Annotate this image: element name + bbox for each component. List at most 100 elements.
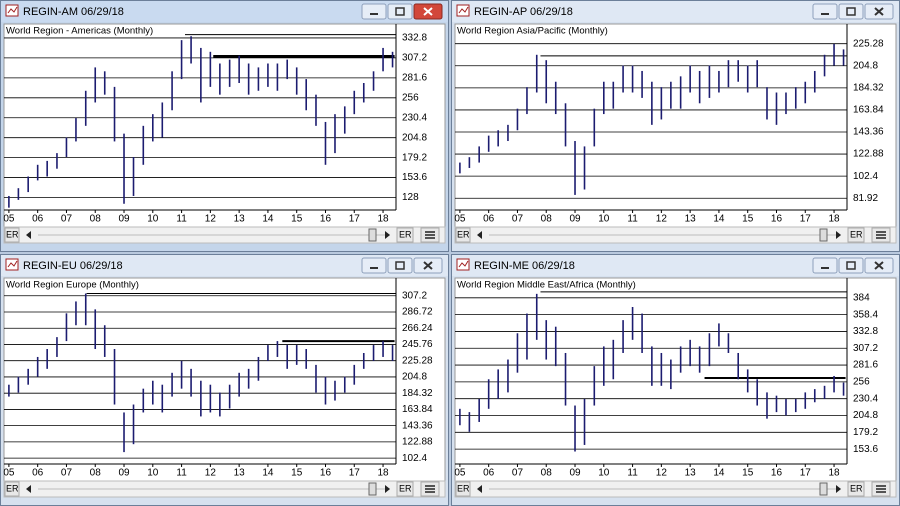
x-tick-label: 16 bbox=[320, 468, 332, 479]
chart-area bbox=[3, 277, 446, 482]
window: REGIN-AM 06/29/18 128 153.6 179.2 204.8 230.4… bbox=[0, 0, 449, 252]
scroll-thumb[interactable] bbox=[368, 228, 377, 242]
maximize-button[interactable] bbox=[387, 3, 413, 20]
window: REGIN-AP 06/29/18 81.92 102.4 122.88 143.36 1… bbox=[451, 0, 900, 252]
y-tick-label: 128 bbox=[402, 192, 419, 203]
scroll-label: ER bbox=[6, 229, 19, 239]
menu-button[interactable] bbox=[420, 481, 440, 497]
x-tick-label: 05 bbox=[3, 468, 15, 479]
close-button[interactable] bbox=[864, 3, 894, 20]
scroll-label: ER bbox=[399, 229, 412, 239]
maximize-button[interactable] bbox=[838, 3, 864, 20]
x-tick-label: 07 bbox=[512, 214, 524, 225]
chart-subtitle: World Region Asia/Pacific (Monthly) bbox=[457, 26, 608, 37]
scroll-label: ER bbox=[457, 229, 470, 239]
minimize-button[interactable] bbox=[812, 3, 838, 20]
title-bar bbox=[452, 1, 899, 22]
close-glyph bbox=[423, 7, 433, 16]
window-title: REGIN-AP 06/29/18 bbox=[474, 6, 573, 18]
y-tick-label: 204.8 bbox=[402, 372, 427, 383]
y-tick-label: 332.8 bbox=[402, 33, 427, 44]
minimize-button-face bbox=[812, 3, 838, 20]
x-tick-label: 09 bbox=[569, 468, 581, 479]
close-button[interactable] bbox=[413, 3, 443, 20]
x-tick-label: 13 bbox=[685, 214, 697, 225]
x-tick-label: 18 bbox=[377, 468, 389, 479]
minimize-glyph bbox=[821, 267, 829, 269]
er-face bbox=[396, 227, 414, 243]
x-tick-label: 17 bbox=[349, 468, 361, 479]
y-tick-label: 307.2 bbox=[853, 343, 878, 354]
minimize-button[interactable] bbox=[361, 3, 387, 20]
scroll-start-button[interactable]: ER bbox=[455, 481, 471, 497]
y-tick-label: 307.2 bbox=[402, 53, 427, 64]
y-tick-label: 122.88 bbox=[853, 149, 884, 160]
y-tick-label: 204.8 bbox=[853, 410, 878, 421]
scroll-start-button[interactable]: ER bbox=[4, 227, 20, 243]
y-tick-label: 230.4 bbox=[853, 393, 878, 404]
x-tick-label: 14 bbox=[713, 214, 725, 225]
x-tick-label: 12 bbox=[656, 214, 668, 225]
scroll-right-arrow[interactable] bbox=[836, 485, 841, 493]
scroll-end-button[interactable]: ER bbox=[847, 227, 865, 243]
maximize-button[interactable] bbox=[387, 257, 413, 274]
scroll-right-arrow[interactable] bbox=[385, 231, 390, 239]
scroll-left-arrow[interactable] bbox=[477, 231, 482, 239]
maximize-button[interactable] bbox=[838, 257, 864, 274]
close-glyph bbox=[423, 261, 433, 270]
subtitle-bg bbox=[456, 25, 636, 37]
menu-button[interactable] bbox=[420, 227, 440, 243]
close-button[interactable] bbox=[413, 257, 443, 274]
x-tick-label: 16 bbox=[320, 214, 332, 225]
y-tick-label: 256 bbox=[853, 377, 870, 388]
scroll-right-arrow[interactable] bbox=[836, 231, 841, 239]
minimize-button[interactable] bbox=[812, 257, 838, 274]
app-icon bbox=[456, 258, 470, 271]
icon-chart bbox=[7, 260, 18, 268]
menu-button[interactable] bbox=[871, 227, 891, 243]
scroll-end-button[interactable]: ER bbox=[396, 227, 414, 243]
x-tick-label: 17 bbox=[800, 214, 812, 225]
app-icon bbox=[5, 4, 19, 17]
scroll-left-arrow[interactable] bbox=[477, 485, 482, 493]
x-tick-label: 15 bbox=[742, 468, 754, 479]
scroll-start-button[interactable]: ER bbox=[455, 227, 471, 243]
x-tick-label: 15 bbox=[291, 468, 303, 479]
maximize-button-face bbox=[387, 3, 413, 20]
minimize-button-face bbox=[812, 257, 838, 274]
scroll-label: ER bbox=[6, 483, 19, 493]
x-tick-label: 06 bbox=[32, 214, 44, 225]
x-tick-label: 08 bbox=[541, 468, 553, 479]
x-tick-label: 06 bbox=[32, 468, 44, 479]
title-bar bbox=[452, 255, 899, 276]
x-tick-label: 11 bbox=[627, 214, 638, 225]
scroll-left-arrow[interactable] bbox=[26, 485, 31, 493]
y-tick-label: 163.84 bbox=[402, 404, 433, 415]
close-button[interactable] bbox=[864, 257, 894, 274]
scroll-thumb[interactable] bbox=[368, 482, 377, 496]
y-tick-label: 163.84 bbox=[853, 105, 884, 116]
scroll-left-arrow[interactable] bbox=[26, 231, 31, 239]
x-tick-label: 13 bbox=[234, 468, 246, 479]
x-tick-label: 08 bbox=[90, 468, 102, 479]
scroll-start-button[interactable]: ER bbox=[4, 481, 20, 497]
y-tick-label: 281.6 bbox=[402, 72, 427, 83]
close-glyph bbox=[874, 261, 884, 270]
maximize-glyph bbox=[846, 7, 856, 16]
y-tick-label: 225.28 bbox=[853, 38, 884, 49]
scroll-end-button[interactable]: ER bbox=[847, 481, 865, 497]
window-title: REGIN-EU 06/29/18 bbox=[23, 260, 123, 272]
y-tick-label: 153.6 bbox=[402, 172, 427, 183]
scroll-thumb[interactable] bbox=[819, 228, 828, 242]
x-tick-label: 16 bbox=[771, 214, 783, 225]
scroll-right-arrow[interactable] bbox=[385, 485, 390, 493]
x-tick-label: 05 bbox=[3, 214, 15, 225]
scroll-end-button[interactable]: ER bbox=[396, 481, 414, 497]
x-tick-label: 12 bbox=[205, 214, 217, 225]
scroll-thumb[interactable] bbox=[819, 482, 828, 496]
x-tick-label: 17 bbox=[349, 214, 361, 225]
minimize-button[interactable] bbox=[361, 257, 387, 274]
menu-button[interactable] bbox=[871, 481, 891, 497]
y-tick-label: 184.32 bbox=[853, 82, 884, 93]
